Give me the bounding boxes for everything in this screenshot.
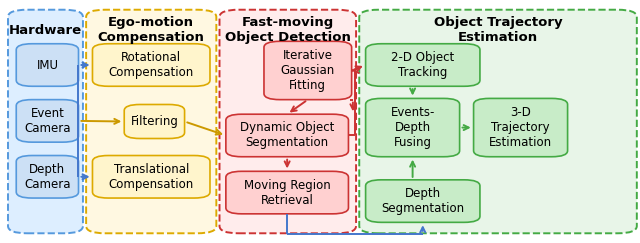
- Text: Iterative
Gaussian
Fitting: Iterative Gaussian Fitting: [281, 49, 335, 92]
- Text: Hardware: Hardware: [9, 24, 82, 37]
- Text: Dynamic Object
Segmentation: Dynamic Object Segmentation: [240, 122, 334, 149]
- FancyBboxPatch shape: [359, 10, 637, 233]
- FancyBboxPatch shape: [8, 10, 83, 233]
- Text: Moving Region
Retrieval: Moving Region Retrieval: [244, 179, 330, 207]
- Text: Depth
Segmentation: Depth Segmentation: [381, 187, 465, 215]
- Text: Rotational
Compensation: Rotational Compensation: [109, 51, 194, 79]
- Text: Translational
Compensation: Translational Compensation: [109, 163, 194, 191]
- FancyBboxPatch shape: [264, 41, 351, 100]
- FancyBboxPatch shape: [86, 10, 216, 233]
- Text: Object Trajectory
Estimation: Object Trajectory Estimation: [434, 16, 563, 44]
- FancyBboxPatch shape: [220, 10, 356, 233]
- FancyBboxPatch shape: [365, 98, 460, 157]
- Text: Events-
Depth
Fusing: Events- Depth Fusing: [390, 106, 435, 149]
- FancyBboxPatch shape: [226, 171, 348, 214]
- FancyBboxPatch shape: [92, 156, 210, 198]
- Text: Event
Camera: Event Camera: [24, 107, 70, 135]
- FancyBboxPatch shape: [365, 180, 480, 222]
- Text: Filtering: Filtering: [131, 115, 179, 128]
- Text: Ego-motion
Compensation: Ego-motion Compensation: [98, 16, 205, 44]
- FancyBboxPatch shape: [16, 44, 79, 86]
- Text: IMU: IMU: [36, 59, 58, 71]
- Text: 2-D Object
Tracking: 2-D Object Tracking: [391, 51, 454, 79]
- Text: Depth
Camera: Depth Camera: [24, 163, 70, 191]
- Text: Fast-moving
Object Detection: Fast-moving Object Detection: [225, 16, 351, 44]
- FancyBboxPatch shape: [16, 100, 79, 142]
- FancyBboxPatch shape: [124, 104, 184, 139]
- FancyBboxPatch shape: [365, 44, 480, 86]
- Text: 3-D
Trajectory
Estimation: 3-D Trajectory Estimation: [489, 106, 552, 149]
- FancyBboxPatch shape: [226, 114, 348, 157]
- FancyBboxPatch shape: [92, 44, 210, 86]
- FancyBboxPatch shape: [16, 156, 79, 198]
- FancyBboxPatch shape: [474, 98, 568, 157]
